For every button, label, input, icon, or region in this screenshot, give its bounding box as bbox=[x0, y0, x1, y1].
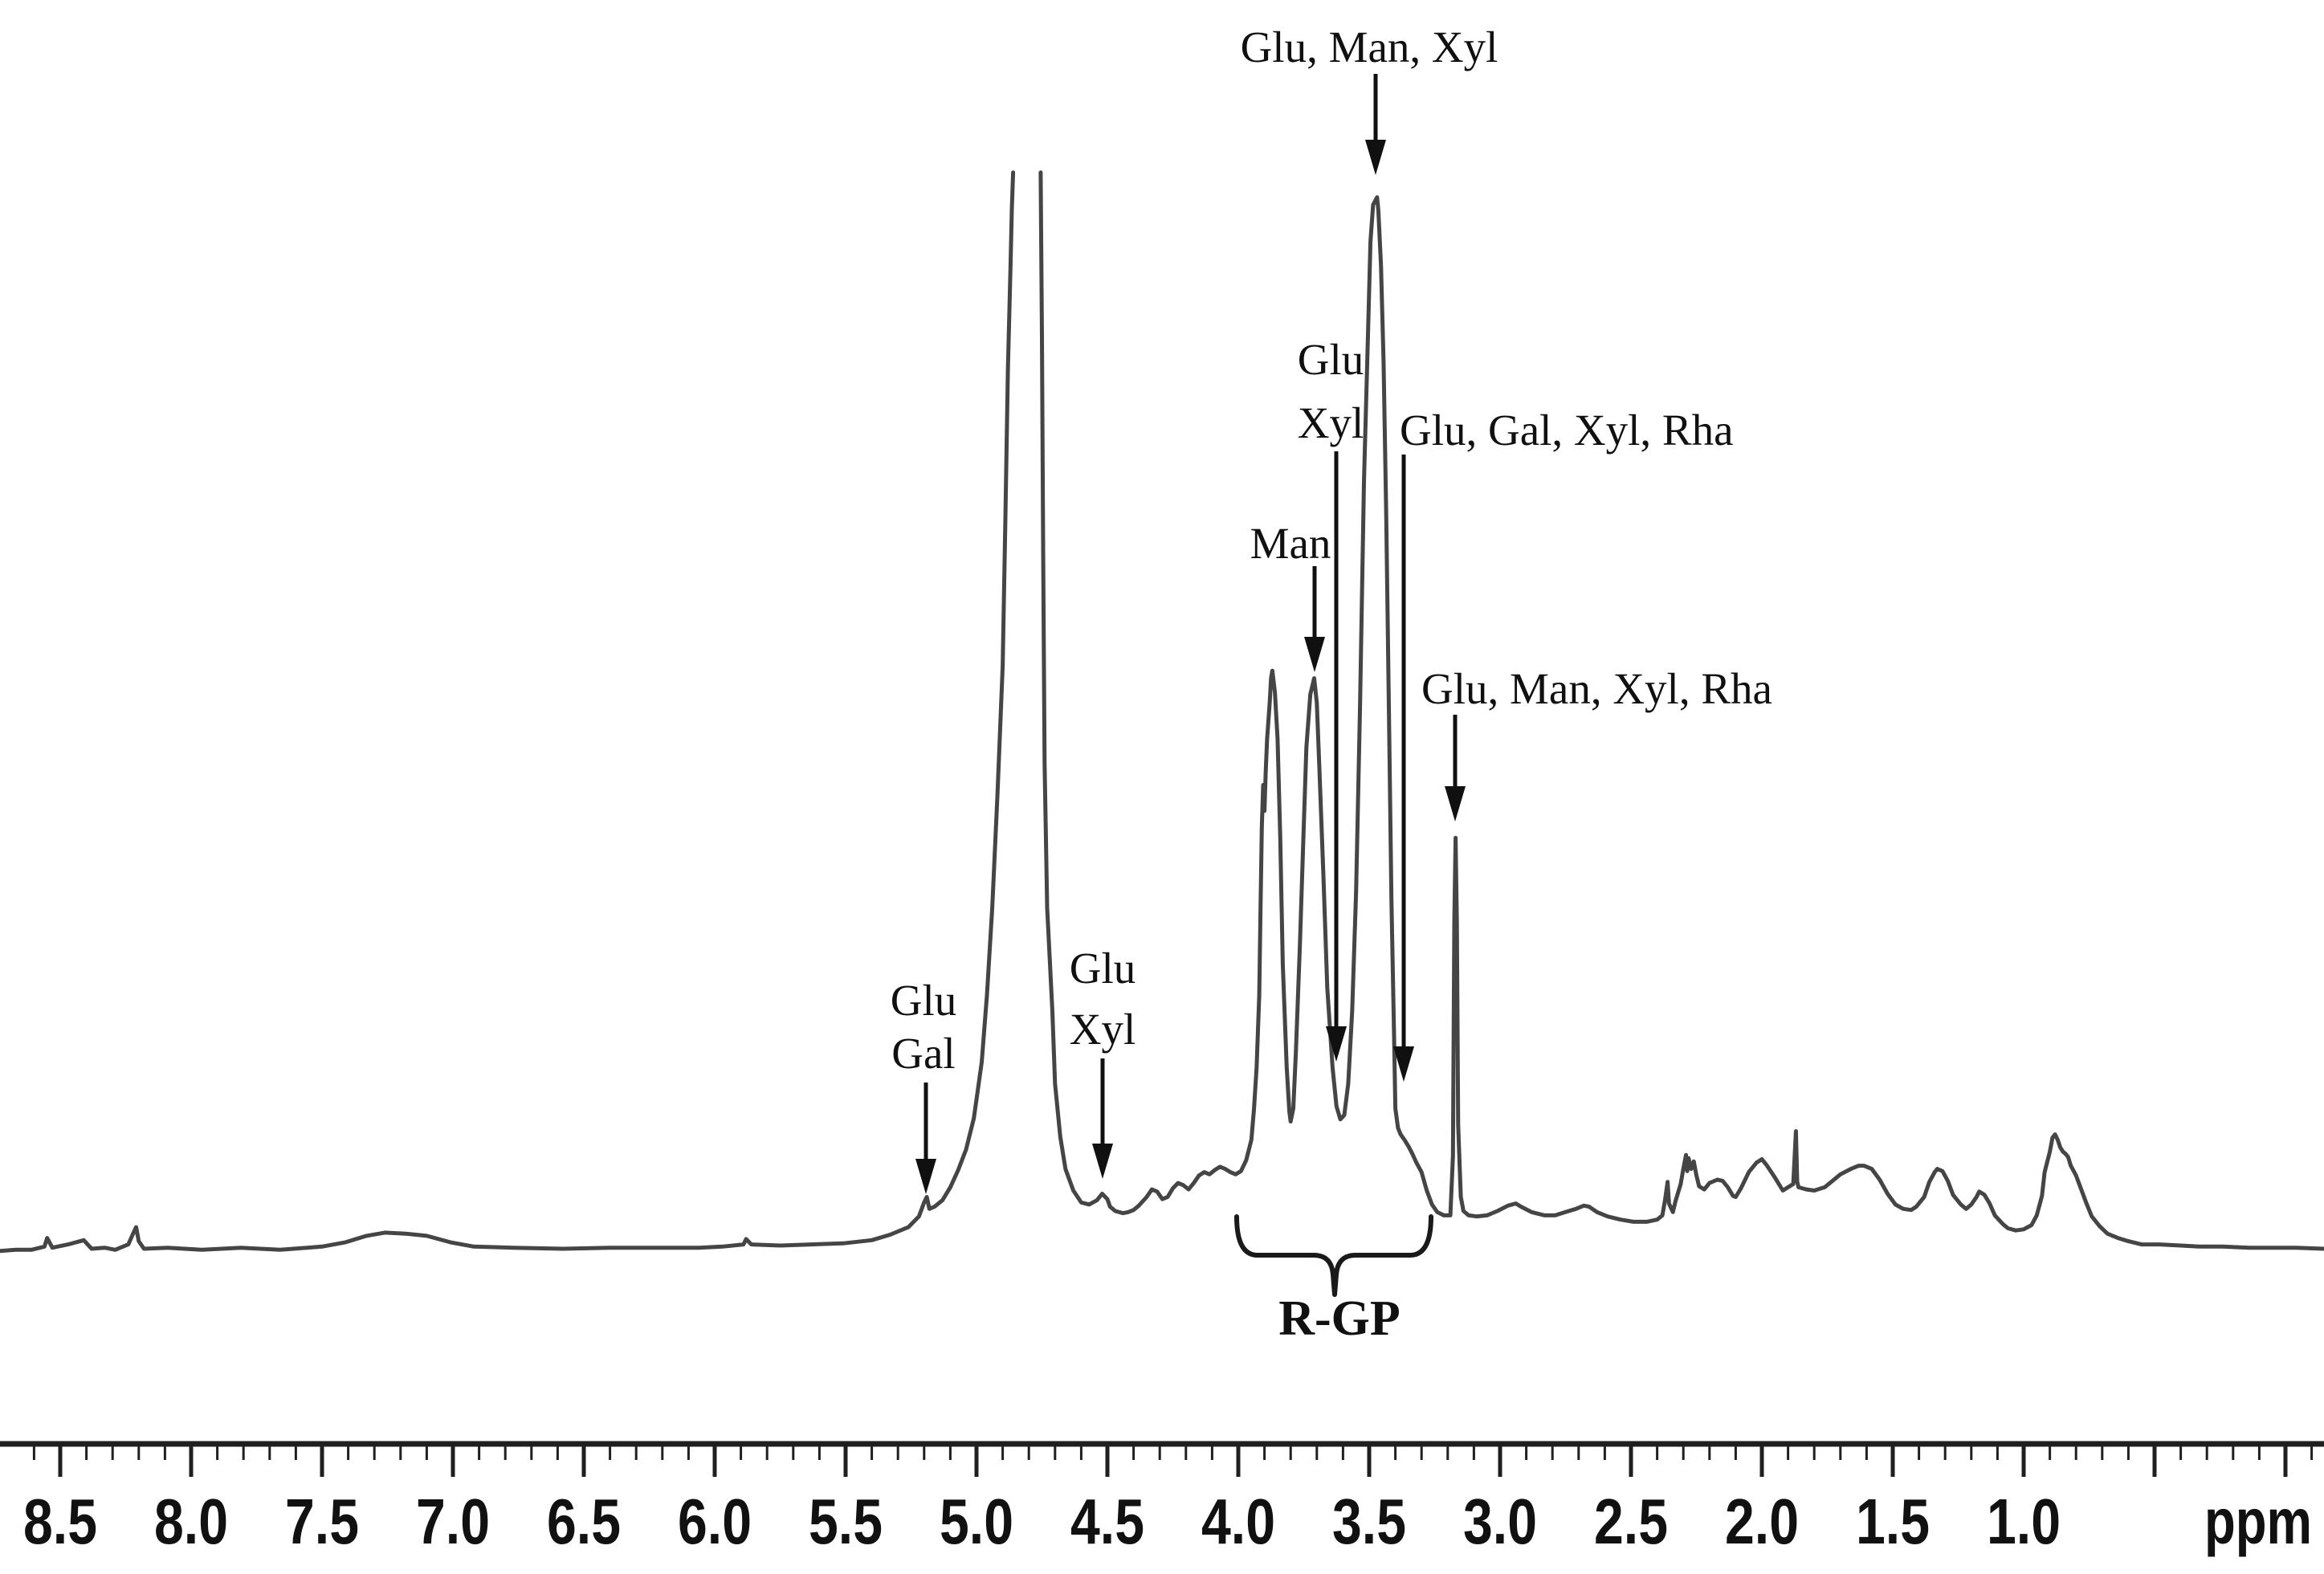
rgp-region-label: R-GP bbox=[1278, 1291, 1401, 1346]
x-axis: 8.5 8.0 7.5 7.0 6.5 6.0 5.5 5.0 4.5 4.0 3.5 3.0 2.5 2… bbox=[0, 1441, 2324, 1557]
x-axis-tick-label: 4.5 bbox=[1070, 1486, 1144, 1557]
peak-annotation-glu-gal-xyl-rha: Glu, Gal, Xyl, Rha bbox=[1393, 406, 1734, 1082]
spectrum-trace-segment-2 bbox=[1038, 170, 2324, 1251]
peak-annotations: Glu, Man, Xyl Glu Xyl Glu, Gal, Xyl, Rha Man… bbox=[891, 22, 1772, 1194]
down-arrow-head-icon bbox=[1365, 140, 1386, 175]
ppm-unit-label: ppm bbox=[2204, 1486, 2312, 1557]
x-axis-tick-label: 6.0 bbox=[678, 1486, 752, 1557]
down-arrow-head-icon bbox=[1304, 637, 1325, 672]
peak-annotation-label: Gal bbox=[891, 1029, 955, 1078]
rgp-brace-icon bbox=[1234, 1214, 1433, 1297]
x-axis-tick-label: 4.0 bbox=[1201, 1486, 1275, 1557]
peak-annotation-label: Glu, Gal, Xyl, Rha bbox=[1400, 406, 1734, 455]
x-axis-tick-label: 8.5 bbox=[23, 1486, 97, 1557]
down-arrow-head-icon bbox=[1393, 1046, 1414, 1082]
x-axis-tick-label: 1.5 bbox=[1856, 1486, 1930, 1557]
x-axis-tick-label: 2.0 bbox=[1725, 1486, 1799, 1557]
spectrum-trace-segment-1 bbox=[0, 170, 1016, 1254]
x-axis-tick-label: 2.5 bbox=[1594, 1486, 1668, 1557]
rgp-bracket-group: R-GP bbox=[1234, 1214, 1433, 1346]
spectrum-trace-group bbox=[0, 170, 2324, 1254]
peak-annotation-glu-xyl-left: Glu Xyl bbox=[1070, 944, 1136, 1179]
peak-annotation-label: Glu bbox=[891, 976, 957, 1025]
peak-annotation-glu-man-xyl-rha: Glu, Man, Xyl, Rha bbox=[1421, 664, 1772, 822]
peak-annotation-man: Man bbox=[1250, 519, 1331, 672]
down-arrow-head-icon bbox=[1326, 1026, 1347, 1062]
peak-annotation-label: Glu, Man, Xyl bbox=[1241, 22, 1498, 71]
x-axis-tick-label: 7.0 bbox=[416, 1486, 490, 1557]
peak-annotation-glu-xyl-mid: Glu Xyl bbox=[1298, 335, 1364, 1062]
peak-annotation-label: Glu bbox=[1298, 335, 1364, 384]
peak-annotation-label: Xyl bbox=[1298, 398, 1364, 447]
x-axis-tick-label: 1.0 bbox=[1987, 1486, 2061, 1557]
x-axis-tick-label: 5.0 bbox=[940, 1486, 1013, 1557]
down-arrow-head-icon bbox=[1445, 786, 1466, 822]
x-axis-tick-label: 7.5 bbox=[285, 1486, 359, 1557]
x-axis-tick-label: 6.5 bbox=[547, 1486, 621, 1557]
peak-annotation-label: Xyl bbox=[1070, 1005, 1136, 1054]
x-axis-tick-label: 8.0 bbox=[154, 1486, 228, 1557]
down-arrow-head-icon bbox=[1092, 1144, 1113, 1179]
peak-annotation-label: Glu, Man, Xyl, Rha bbox=[1421, 664, 1772, 713]
x-axis-tick-label: 3.5 bbox=[1332, 1486, 1406, 1557]
peak-annotation-label: Glu bbox=[1070, 944, 1136, 993]
peak-annotation-label: Man bbox=[1250, 519, 1331, 568]
x-axis-tick-label: 5.5 bbox=[809, 1486, 883, 1557]
peak-annotation-glu-man-xyl: Glu, Man, Xyl bbox=[1241, 22, 1498, 175]
down-arrow-head-icon bbox=[915, 1159, 936, 1194]
x-axis-tick-label: 3.0 bbox=[1463, 1486, 1537, 1557]
